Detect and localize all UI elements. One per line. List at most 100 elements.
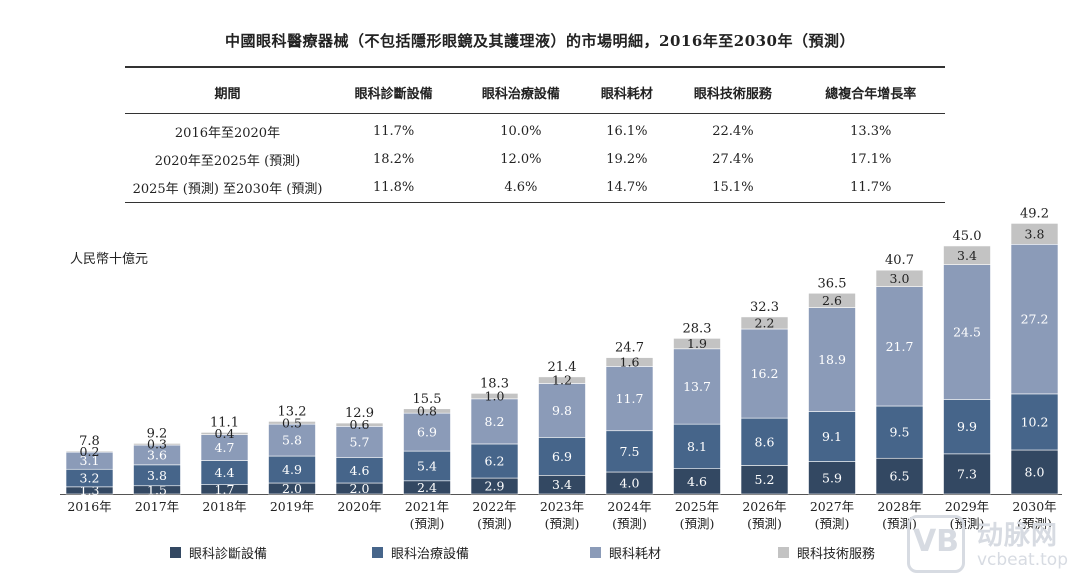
total-value-label: 28.3 [683,321,712,336]
x-tick-label: 2029年 [945,499,989,514]
x-tick-sublabel: (預測) [545,516,580,531]
table-cell: 2020年至2025年 (預測) [154,153,301,169]
bar-segment [673,338,721,350]
segment-value-label: 5.8 [282,433,302,448]
legend-label: 眼科治療設備 [391,547,470,562]
table-cell: 4.6% [504,179,538,195]
table-cell: 10.0% [500,123,542,139]
segment-value-label: 4.4 [215,465,235,480]
legend-label: 眼科耗材 [609,547,662,562]
watermark: VB 动脉网 vcbeat.top [906,515,1068,573]
y-unit-label: 人民幣十億元 [70,252,149,267]
header-services: 眼科技術服務 [693,86,772,102]
x-tick-sublabel: (預測) [410,516,445,531]
bar-segment [538,437,586,476]
x-tick-label: 2017年 [135,499,179,514]
table-cell: 16.1% [606,123,648,139]
segment-value-label: 7.3 [957,466,977,481]
bar-segment [605,430,654,473]
segment-value-label: 3.1 [80,453,100,468]
legend-swatch [590,547,601,558]
legend-item-treatment: 眼科治療設備 [372,543,469,562]
bar-segment [470,393,519,400]
segment-value-label: 1.2 [552,373,572,388]
table-cell: 22.4% [712,123,754,139]
total-value-label: 36.5 [818,276,847,291]
table-cell: 17.1% [850,151,892,167]
bar-segment [808,411,856,462]
segment-value-label: 3.8 [1025,226,1045,241]
segment-value-label: 3.8 [147,468,167,483]
bar-segment [335,422,384,427]
segment-value-label: 0.8 [417,403,437,418]
bar-segment [200,434,249,461]
segment-value-label: 1.9 [687,336,707,351]
segment-value-label: 3.6 [147,447,167,462]
segment-value-label: 0.6 [350,417,370,432]
bar-segment [875,286,924,407]
segment-value-label: 5.7 [350,435,370,450]
segment-value-label: 4.0 [620,476,640,491]
bar-segment [673,348,721,425]
legend-swatch [372,547,383,558]
x-tick-label: 2020年 [337,499,381,514]
legend-swatch [170,547,181,558]
bar-segment [943,399,991,455]
header-diagnosis: 眼科診斷設備 [354,86,433,102]
table-row: 2020年至2025年 (預測) 18.2% 12.0% 19.2% 27.4%… [125,145,945,173]
segment-value-label: 5.9 [822,470,842,485]
total-value-label: 32.3 [750,300,779,315]
segment-value-label: 1.5 [147,482,167,497]
bar-segment [200,432,249,435]
segment-value-label: 0.3 [147,437,167,452]
x-tick-sublabel: (預測) [815,516,850,531]
x-tick-label: 2030年 [1012,499,1056,514]
segment-value-label: 6.9 [552,449,572,464]
bar-segment [673,423,721,469]
segment-value-label: 8.1 [687,439,707,454]
segment-value-label: 4.7 [215,440,235,455]
segment-value-label: 0.4 [215,426,235,441]
bar-segment [943,245,991,265]
watermark-top: 动脉网 [976,521,1058,551]
header-treatment: 眼科治療設備 [481,86,560,102]
table-cell: 15.1% [712,179,754,195]
bar-segment [605,357,654,367]
segment-value-label: 2.6 [822,293,842,308]
x-tick-label: 2016年 [67,499,111,514]
header-total-cagr: 總複合年增長率 [825,86,917,102]
total-value-label: 24.7 [615,341,644,356]
segment-value-label: 6.9 [417,425,437,440]
segment-value-label: 3.4 [957,248,977,263]
table-cell: 27.4% [712,151,754,167]
segment-value-label: 9.9 [957,419,977,434]
bar-segment [538,383,586,438]
x-tick-label: 2021年 [405,499,449,514]
header-period: 期間 [214,86,241,102]
bar-segment [875,269,924,287]
total-value-label: 15.5 [413,392,442,407]
segment-value-label: 11.7 [616,391,644,406]
bar-segment [1010,393,1059,451]
bar-segment [268,455,316,484]
bar-segment [403,450,451,482]
table-cell: 13.3% [850,123,892,139]
bar-segment [65,450,114,453]
segment-value-label: 3.2 [80,471,100,486]
segment-value-label: 4.6 [687,474,707,489]
table-cell: 11.8% [372,179,415,195]
segment-value-label: 0.5 [282,415,302,430]
bar-segment [1010,244,1059,395]
table-cell: 11.7% [850,179,892,195]
table-cell: 12.0% [500,151,542,167]
x-tick-sublabel: (預測) [680,516,715,531]
x-tick-sublabel: (預測) [612,516,647,531]
segment-value-label: 2.4 [417,480,437,495]
table-cell: 14.7% [606,179,648,195]
bar-segment [943,453,991,495]
x-tick-label: 2027年 [810,499,854,514]
segment-value-label: 2.9 [485,479,505,494]
x-tick-label: 2019年 [270,499,314,514]
cagr-table: 期間 眼科診斷設備 眼科治療設備 眼科耗材 眼科技術服務 總複合年增長率 201… [125,73,945,201]
table-bottom-rule [125,202,945,203]
